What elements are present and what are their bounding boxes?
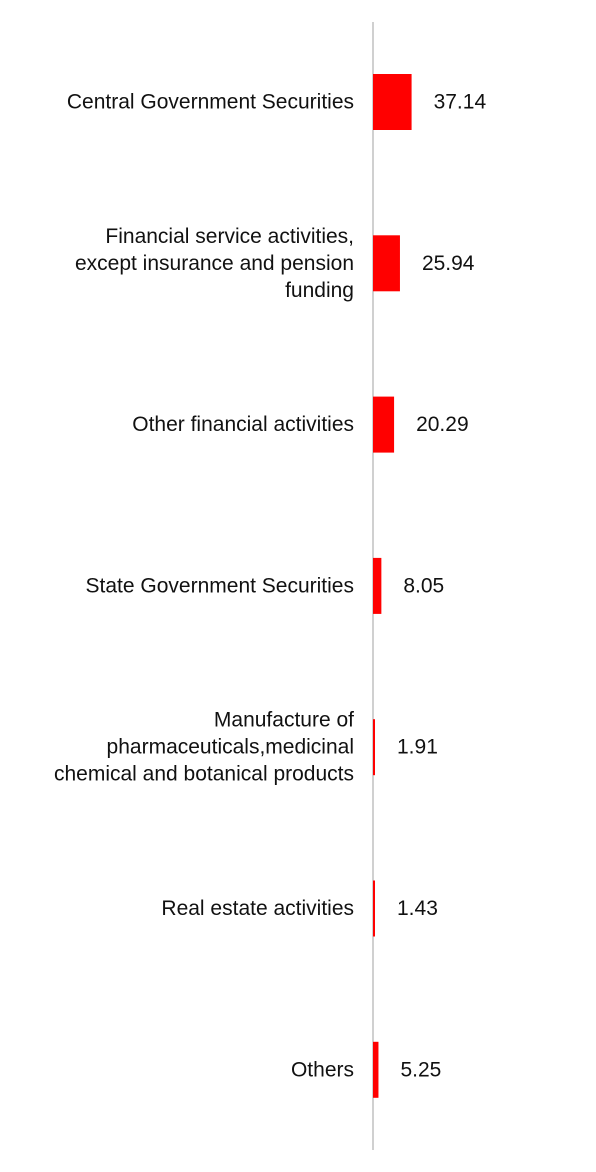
bar bbox=[373, 719, 375, 776]
category-label: chemical and botanical products bbox=[54, 763, 354, 786]
bar bbox=[373, 1041, 379, 1098]
category-label: funding bbox=[285, 279, 354, 302]
value-label: 37.14 bbox=[434, 91, 487, 114]
category-label: pharmaceuticals,medicinal bbox=[107, 736, 354, 759]
category-labels-group: Central Government Securities Financial s… bbox=[54, 91, 354, 1082]
value-labels-group: 37.14 25.94 20.29 8.05 1.91 1.43 5.25 bbox=[397, 91, 486, 1082]
bar bbox=[373, 396, 395, 453]
value-label: 8.05 bbox=[403, 574, 444, 597]
category-label: Real estate activities bbox=[161, 897, 354, 920]
value-label: 1.91 bbox=[397, 736, 438, 759]
category-label: Others bbox=[291, 1058, 354, 1081]
bar bbox=[373, 557, 382, 614]
bar bbox=[373, 235, 400, 292]
value-label: 5.25 bbox=[400, 1058, 441, 1081]
category-label: State Government Securities bbox=[86, 574, 354, 597]
category-label: Manufacture of bbox=[214, 709, 354, 732]
bar bbox=[373, 880, 375, 937]
category-label: except insurance and pension bbox=[75, 252, 354, 275]
value-label: 25.94 bbox=[422, 252, 475, 275]
value-label: 1.43 bbox=[397, 897, 438, 920]
category-label: Financial service activities, bbox=[105, 225, 354, 248]
bars-group bbox=[373, 74, 412, 1098]
category-label: Other financial activities bbox=[132, 413, 354, 436]
value-label: 20.29 bbox=[416, 413, 469, 436]
bar bbox=[373, 74, 412, 130]
category-label: Central Government Securities bbox=[67, 91, 354, 114]
